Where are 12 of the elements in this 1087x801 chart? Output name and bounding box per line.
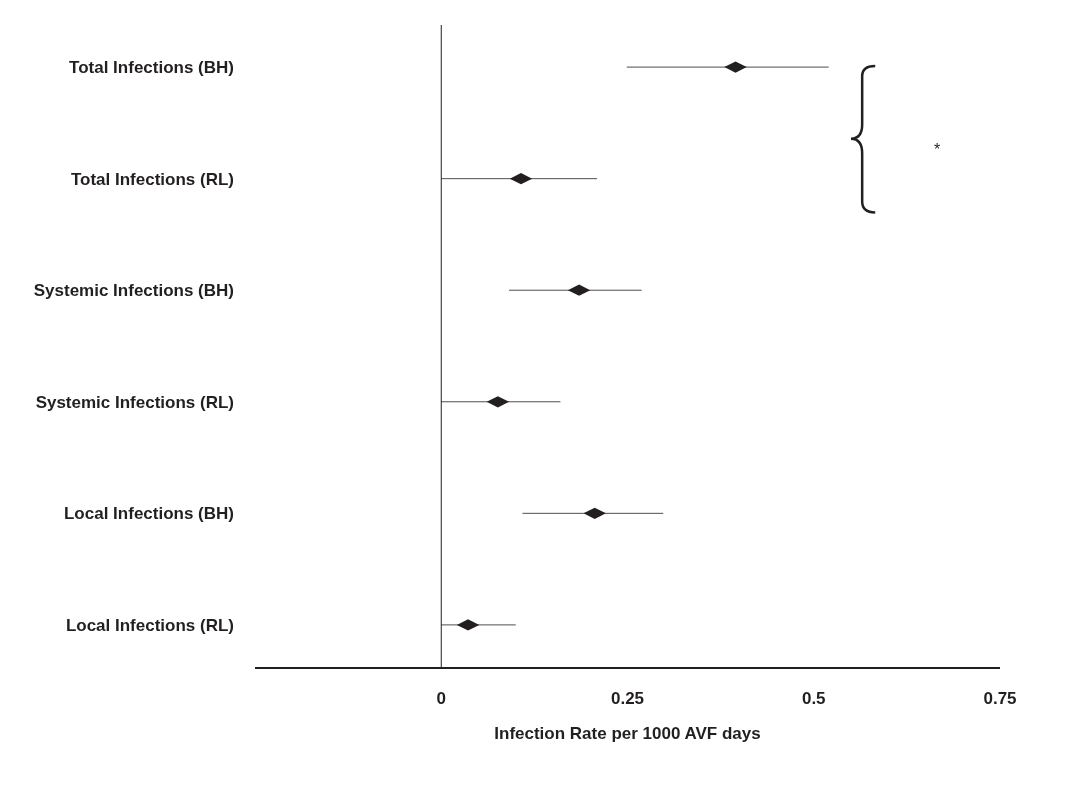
y-tick-label: Total Infections (RL) [70,169,234,189]
y-tick-label: Total Infections (BH) [69,58,234,78]
annotation: * [934,141,941,158]
y-tick-label: Local Infections (BH) [63,504,234,524]
y-tick-label: Systemic Infections (BH) [33,281,234,301]
x-axis-title: Infection Rate per 1000 AVF days [494,724,761,744]
x-tick-label: 0.25 [610,689,645,709]
x-tick-label: 0 [436,689,446,709]
y-tick-label: Systemic Infections (RL) [35,392,234,412]
y-tick-label: Local Infections (RL) [65,615,234,635]
x-tick-label: 0.75 [983,689,1017,709]
x-tick-label: 0.5 [801,689,826,709]
